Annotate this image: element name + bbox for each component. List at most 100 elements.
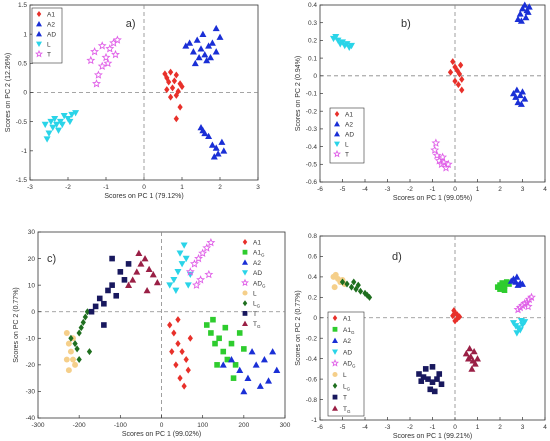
legend-label: A2 bbox=[47, 22, 55, 29]
data-point bbox=[182, 255, 190, 263]
legend-label: ADG bbox=[253, 280, 266, 288]
data-point bbox=[76, 329, 82, 337]
legend-label: A1 bbox=[343, 316, 351, 323]
data-point bbox=[182, 42, 190, 49]
data-point bbox=[468, 365, 476, 372]
y-axis-label: Scores on PC 2 (0.94%) bbox=[295, 56, 302, 131]
data-point bbox=[76, 356, 82, 364]
data-point bbox=[456, 70, 463, 78]
data-point bbox=[145, 265, 153, 272]
data-point bbox=[205, 42, 213, 49]
legend-marker bbox=[36, 31, 42, 37]
legend-label: A1 bbox=[345, 112, 353, 119]
series-T bbox=[430, 138, 453, 172]
x-tick-label: -6 bbox=[317, 424, 323, 431]
data-point bbox=[167, 93, 174, 101]
legend-marker bbox=[36, 21, 42, 27]
data-point bbox=[53, 121, 61, 129]
x-tick-label: -200 bbox=[73, 422, 86, 429]
data-point bbox=[513, 273, 521, 280]
data-point bbox=[269, 348, 277, 355]
y-tick-label: -40 bbox=[26, 415, 36, 422]
data-point bbox=[516, 91, 524, 99]
x-tick-label: 0 bbox=[453, 186, 457, 193]
legend-marker bbox=[332, 382, 338, 389]
data-point bbox=[65, 340, 72, 347]
legend-label: A1 bbox=[253, 240, 261, 247]
data-point bbox=[436, 371, 443, 377]
y-tick-label: 0.4 bbox=[308, 274, 317, 281]
x-tick-label: 2 bbox=[498, 424, 502, 431]
data-point bbox=[344, 280, 350, 288]
data-point bbox=[169, 348, 175, 356]
data-point bbox=[174, 269, 182, 276]
data-point bbox=[201, 51, 209, 58]
legend-label: L bbox=[47, 42, 51, 49]
y-axis-label: Scores on PC 2 (12.26%) bbox=[5, 53, 12, 132]
data-point bbox=[65, 367, 72, 374]
data-point bbox=[199, 126, 207, 134]
data-point bbox=[210, 153, 218, 160]
legend-marker bbox=[332, 349, 338, 355]
y-axis-label: Scores on PC 2 (0.77%) bbox=[295, 290, 302, 365]
data-point bbox=[78, 324, 84, 332]
data-point bbox=[164, 74, 170, 82]
data-point bbox=[205, 132, 213, 140]
data-point bbox=[41, 121, 49, 129]
data-point bbox=[521, 95, 529, 102]
chart-panel-1: -3 -2 -1 0 1 2 3 -1.5 -1 -0.5 0 0.5 1 1.5 Scores on PC… bbox=[5, 2, 260, 200]
data-point bbox=[273, 366, 281, 373]
panel-label: a) bbox=[126, 18, 136, 30]
data-point bbox=[207, 54, 214, 61]
data-point bbox=[214, 362, 220, 368]
legend-marker bbox=[242, 249, 248, 255]
data-point bbox=[519, 280, 526, 287]
data-point bbox=[197, 45, 205, 52]
y-tick-label: 0.4 bbox=[308, 2, 317, 9]
legend-marker bbox=[242, 311, 248, 316]
series-A2 bbox=[514, 1, 533, 24]
data-point bbox=[45, 130, 53, 137]
data-point bbox=[230, 375, 237, 381]
x-tick-label: 3 bbox=[521, 186, 525, 193]
data-point bbox=[355, 281, 361, 289]
legend-marker bbox=[36, 41, 42, 47]
chart-panel-2: -6 -5 -4 -3 -2 -1 0 1 2 3 4 -0.6 -0.5 -0.4 -0.3 -0.2 -0.… bbox=[295, 1, 547, 202]
legend: A1 A1G A2 AD ADG L LG T TG bbox=[241, 239, 266, 329]
legend-label: TG bbox=[253, 321, 261, 329]
x-tick-label: -3 bbox=[385, 424, 391, 431]
x-tick-label: 1 bbox=[476, 186, 480, 193]
x-tick-label: -1 bbox=[103, 184, 109, 191]
legend-label: AD bbox=[343, 349, 352, 356]
y-tick-label: 0 bbox=[31, 309, 35, 316]
data-point bbox=[171, 329, 177, 337]
legend-marker bbox=[242, 290, 248, 296]
legend-label: LG bbox=[343, 383, 351, 391]
legend-label: A2 bbox=[253, 260, 261, 267]
y-tick-label: 0 bbox=[23, 90, 27, 97]
series-T bbox=[416, 364, 445, 395]
data-point bbox=[58, 121, 66, 129]
legend-label: L bbox=[343, 372, 347, 379]
data-point bbox=[51, 115, 59, 123]
data-point bbox=[181, 382, 187, 390]
data-point bbox=[97, 41, 107, 50]
x-axis-label: Scores on PC 1 (79.12%) bbox=[104, 193, 183, 200]
x-tick-label: 0 bbox=[160, 422, 164, 429]
series-AD bbox=[510, 86, 529, 107]
data-point bbox=[218, 138, 226, 145]
data-point bbox=[236, 366, 244, 373]
data-point bbox=[466, 344, 474, 352]
data-point bbox=[149, 271, 157, 278]
data-point bbox=[353, 285, 359, 293]
data-point bbox=[84, 308, 91, 316]
data-point bbox=[133, 268, 141, 275]
data-point bbox=[522, 13, 530, 21]
data-point bbox=[72, 110, 80, 117]
data-point bbox=[430, 145, 440, 154]
data-point bbox=[97, 61, 107, 71]
data-point bbox=[49, 124, 57, 131]
legend-marker bbox=[331, 359, 339, 367]
x-tick-label: 0 bbox=[142, 184, 146, 191]
